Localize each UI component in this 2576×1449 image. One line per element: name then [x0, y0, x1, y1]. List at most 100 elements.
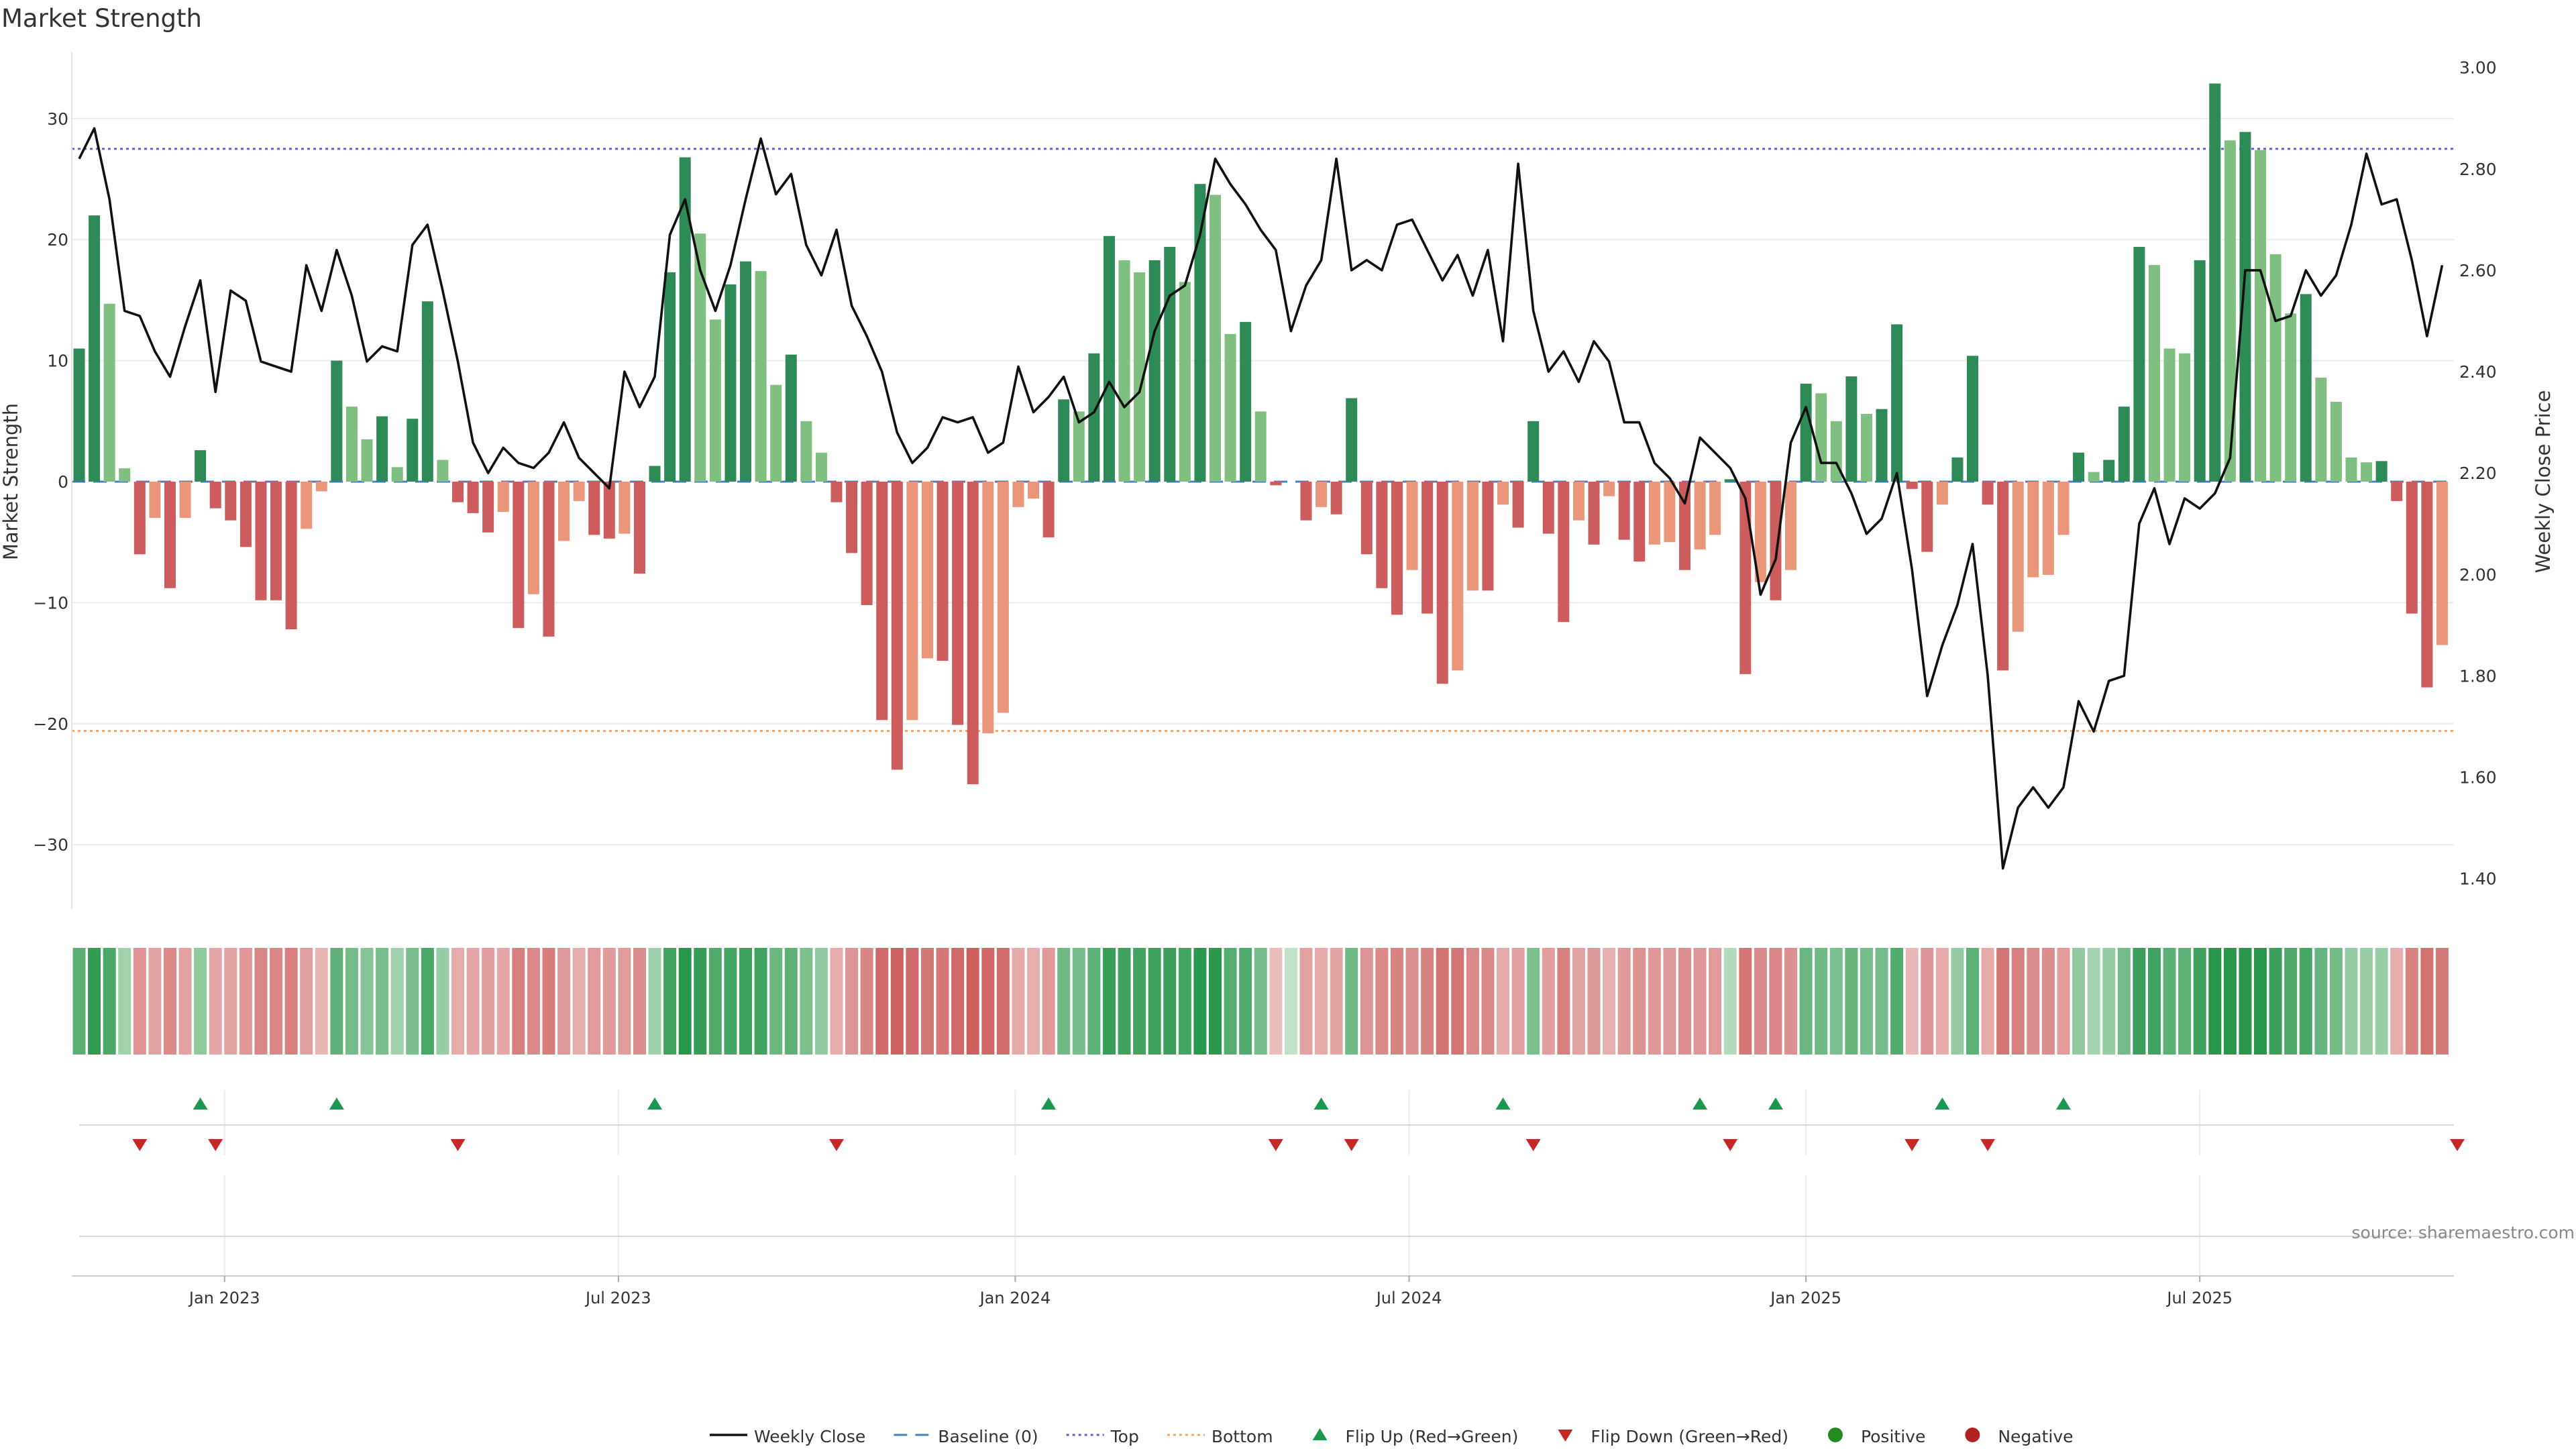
strength-bar — [1376, 482, 1388, 588]
x-axis-ticks: Jan 2023 Jul 2023 Jan 2024 Jul 2024 Jan 2025… — [188, 1276, 2233, 1307]
heat-cell — [542, 948, 555, 1055]
heat-cell — [103, 948, 116, 1055]
strength-bar — [179, 482, 191, 519]
right-tick-label: 2.40 — [2459, 362, 2497, 382]
heat-cell — [1193, 948, 1207, 1055]
flip-down-marker — [450, 1139, 466, 1151]
heat-cell — [769, 948, 783, 1055]
strength-bar — [421, 301, 433, 482]
flip-panel-grid — [79, 1090, 2454, 1276]
heat-cell — [163, 948, 176, 1055]
chart-legend: Weekly Close Baseline (0) Top Bottom Flip Up… — [710, 1427, 2074, 1446]
right-tick-label: 2.00 — [2459, 565, 2497, 584]
heat-cell — [178, 948, 192, 1055]
heat-cell — [72, 948, 86, 1055]
heat-cell — [1617, 948, 1631, 1055]
strength-bar — [800, 421, 812, 482]
strength-bar — [73, 348, 85, 482]
heat-cell — [966, 948, 979, 1055]
strength-bar — [982, 482, 994, 734]
heat-cell — [315, 948, 328, 1055]
strength-bar — [2345, 457, 2357, 482]
heat-cell — [1163, 948, 1177, 1055]
flip-up-marker — [193, 1097, 208, 1110]
heat-cell — [1693, 948, 1707, 1055]
heat-cell — [2027, 948, 2040, 1055]
x-tick-label: Jul 2023 — [584, 1289, 651, 1307]
left-tick-label: 30 — [47, 109, 68, 129]
legend-swatch — [1312, 1428, 1328, 1440]
heat-cell — [1754, 948, 1767, 1055]
strength-bar — [2148, 265, 2160, 482]
strength-bar — [2133, 247, 2145, 482]
flip-down-marker — [1268, 1139, 1283, 1151]
x-tick-label: Jan 2025 — [1769, 1289, 1841, 1307]
heat-cell — [663, 948, 677, 1055]
heat-cell — [1436, 948, 1449, 1055]
heat-cell — [1042, 948, 1055, 1055]
strength-bar — [2057, 482, 2070, 535]
strength-bar — [997, 482, 1009, 713]
strength-bar — [785, 354, 797, 482]
flip-down-marker — [829, 1139, 844, 1151]
strength-bar — [619, 482, 631, 534]
strength-bar — [679, 157, 691, 482]
strength-bar — [2103, 460, 2115, 482]
x-tick-label: Jan 2023 — [188, 1289, 260, 1307]
strength-bar — [1785, 482, 1797, 570]
legend-item: Positive — [1827, 1427, 1925, 1446]
strength-bar — [301, 482, 313, 529]
heat-cell — [1511, 948, 1525, 1055]
heat-cell — [1269, 948, 1283, 1055]
heat-cell — [678, 948, 692, 1055]
heat-cell — [1421, 948, 1434, 1055]
flip-up-marker — [1935, 1097, 1950, 1110]
heat-cell — [2345, 948, 2358, 1055]
right-axis-ticks: 3.00 2.80 2.60 2.40 2.20 2.00 1.80 1.60 1.40 — [2459, 58, 2497, 889]
strength-bar — [724, 284, 737, 482]
strength-bar — [1997, 482, 2009, 671]
heat-cell — [1890, 948, 1904, 1055]
heat-cell — [1497, 948, 1510, 1055]
legend-label: Positive — [1861, 1427, 1925, 1446]
heat-cell — [2314, 948, 2328, 1055]
strength-bar — [1739, 482, 1752, 674]
heat-cell — [890, 948, 904, 1055]
heat-cell — [2011, 948, 2025, 1055]
heat-cell — [482, 948, 495, 1055]
heat-cell — [2147, 948, 2161, 1055]
heat-cell — [1648, 948, 1661, 1055]
heat-cell — [1542, 948, 1555, 1055]
strength-bar — [1103, 235, 1115, 482]
heat-cell — [2420, 948, 2434, 1055]
strength-bar — [1316, 482, 1328, 507]
grid-lines — [72, 117, 2454, 846]
heat-cell — [557, 948, 571, 1055]
strength-bar — [1982, 482, 1994, 505]
legend-label: Weekly Close — [754, 1427, 865, 1446]
heat-cell — [1769, 948, 1782, 1055]
left-tick-label: −20 — [33, 714, 68, 734]
heat-cell — [754, 948, 767, 1055]
strength-bar — [1921, 482, 1933, 552]
heat-cell — [724, 948, 737, 1055]
strength-bar — [2012, 482, 2024, 632]
heat-cell — [118, 948, 131, 1055]
heat-cell — [648, 948, 661, 1055]
strength-bar — [149, 482, 161, 519]
heat-cell — [1557, 948, 1570, 1055]
strength-bar — [755, 271, 767, 482]
heat-cell — [572, 948, 586, 1055]
heat-cell — [1633, 948, 1646, 1055]
flip-down-marker — [1904, 1139, 1920, 1151]
strength-bar — [467, 482, 479, 513]
heat-cell — [270, 948, 283, 1055]
heat-cell — [1951, 948, 1964, 1055]
flip-down-marker — [208, 1139, 223, 1151]
heat-cell — [2223, 948, 2237, 1055]
strength-bar — [770, 384, 782, 482]
legend-item: Baseline (0) — [894, 1427, 1038, 1446]
heat-cell — [1375, 948, 1389, 1055]
strength-bar — [239, 482, 252, 547]
heat-cell — [1981, 948, 1994, 1055]
